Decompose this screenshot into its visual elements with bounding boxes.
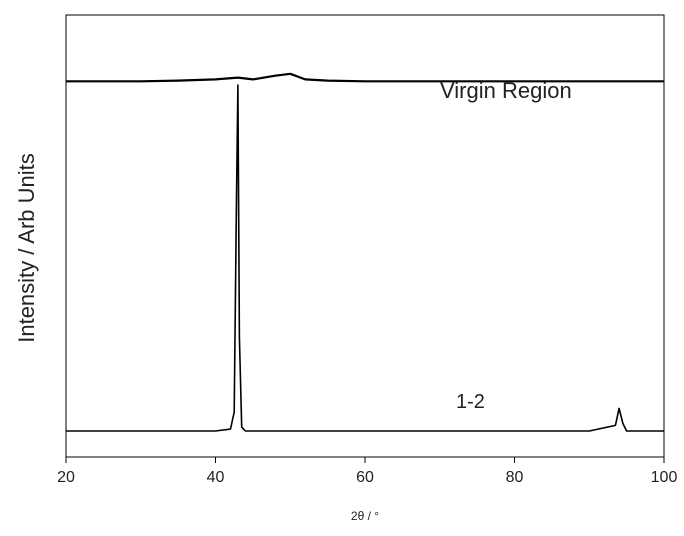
- annotations-layer: Virgin Region 1-2: [440, 78, 572, 413]
- x-tick-label: 80: [506, 469, 524, 486]
- series-line-1-2: [66, 84, 664, 432]
- x-tick-label: 40: [207, 469, 225, 486]
- x-axis-ticks: [65, 457, 665, 463]
- series-line-virgin-region: [66, 72, 664, 83]
- x-tick-label: 20: [57, 469, 75, 486]
- x-axis-tick-labels: 20 40 60 80 100: [57, 469, 677, 486]
- x-tick-label: 60: [356, 469, 374, 486]
- series-layer: [66, 72, 664, 432]
- x-axis-label: 2θ / °: [351, 509, 379, 523]
- x-tick-label: 100: [651, 469, 678, 486]
- annotation-virgin-region: Virgin Region: [440, 78, 572, 103]
- y-axis-label: Intensity / Arb Units: [14, 153, 39, 343]
- annotation-1-2: 1-2: [456, 391, 485, 413]
